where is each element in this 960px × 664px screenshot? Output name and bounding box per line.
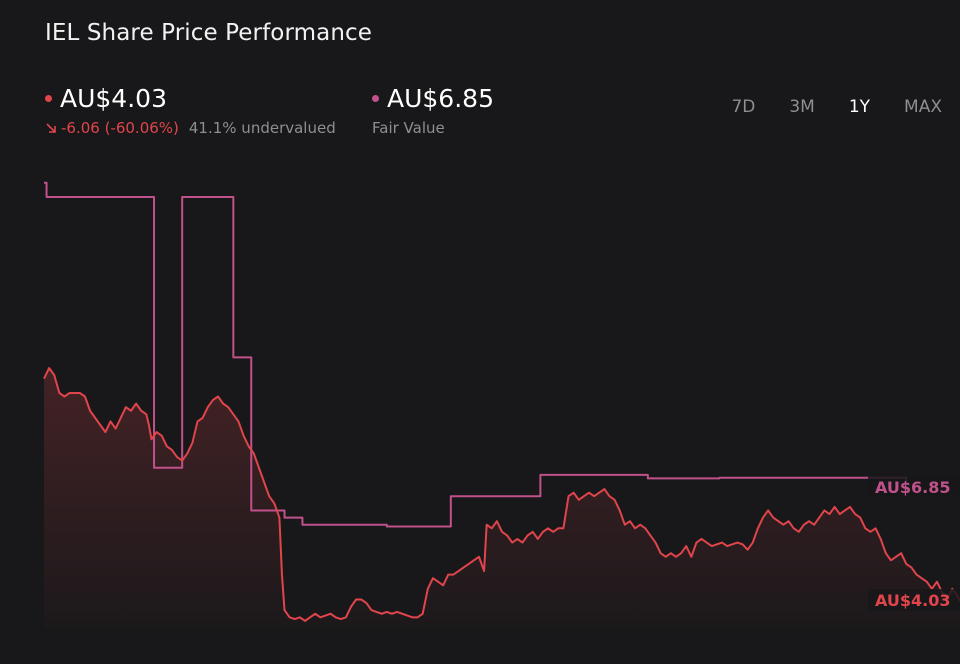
tab-7d[interactable]: 7D [731, 97, 756, 117]
chart-title: IEL Share Price Performance [45, 20, 372, 46]
fair-value-end-label: AU$6.85 [868, 476, 960, 498]
price-end-label: AU$4.03 [868, 589, 960, 611]
price-end-label-text: AU$4.03 [875, 591, 951, 610]
fair-value-summary: AU$6.85 Fair Value [372, 84, 494, 137]
price-area [44, 368, 960, 628]
arrow-down-right-icon [46, 123, 56, 133]
current-price-value: AU$4.03 [60, 84, 167, 113]
fair-value-label: Fair Value [372, 119, 445, 137]
price-change-text: -6.06 (-60.06%) [61, 119, 179, 137]
tab-max[interactable]: MAX [904, 97, 942, 117]
time-range-tabs: 7D 3M 1Y MAX [697, 97, 942, 117]
fair-value-value: AU$6.85 [387, 84, 494, 113]
share-price-line [43, 367, 960, 622]
valuation-note: 41.1% undervalued [188, 119, 336, 137]
price-change: -6.06 (-60.06%) [45, 119, 179, 137]
current-price-summary: AU$4.03 -6.06 (-60.06%) 41.1% undervalue… [45, 84, 336, 137]
fair-value-line [44, 181, 908, 528]
fair-value-dot-icon [372, 95, 379, 102]
price-dot-icon [45, 95, 52, 102]
fair-value-end-label-text: AU$6.85 [875, 478, 951, 497]
tab-3m[interactable]: 3M [789, 97, 815, 117]
tab-1y[interactable]: 1Y [848, 97, 871, 117]
